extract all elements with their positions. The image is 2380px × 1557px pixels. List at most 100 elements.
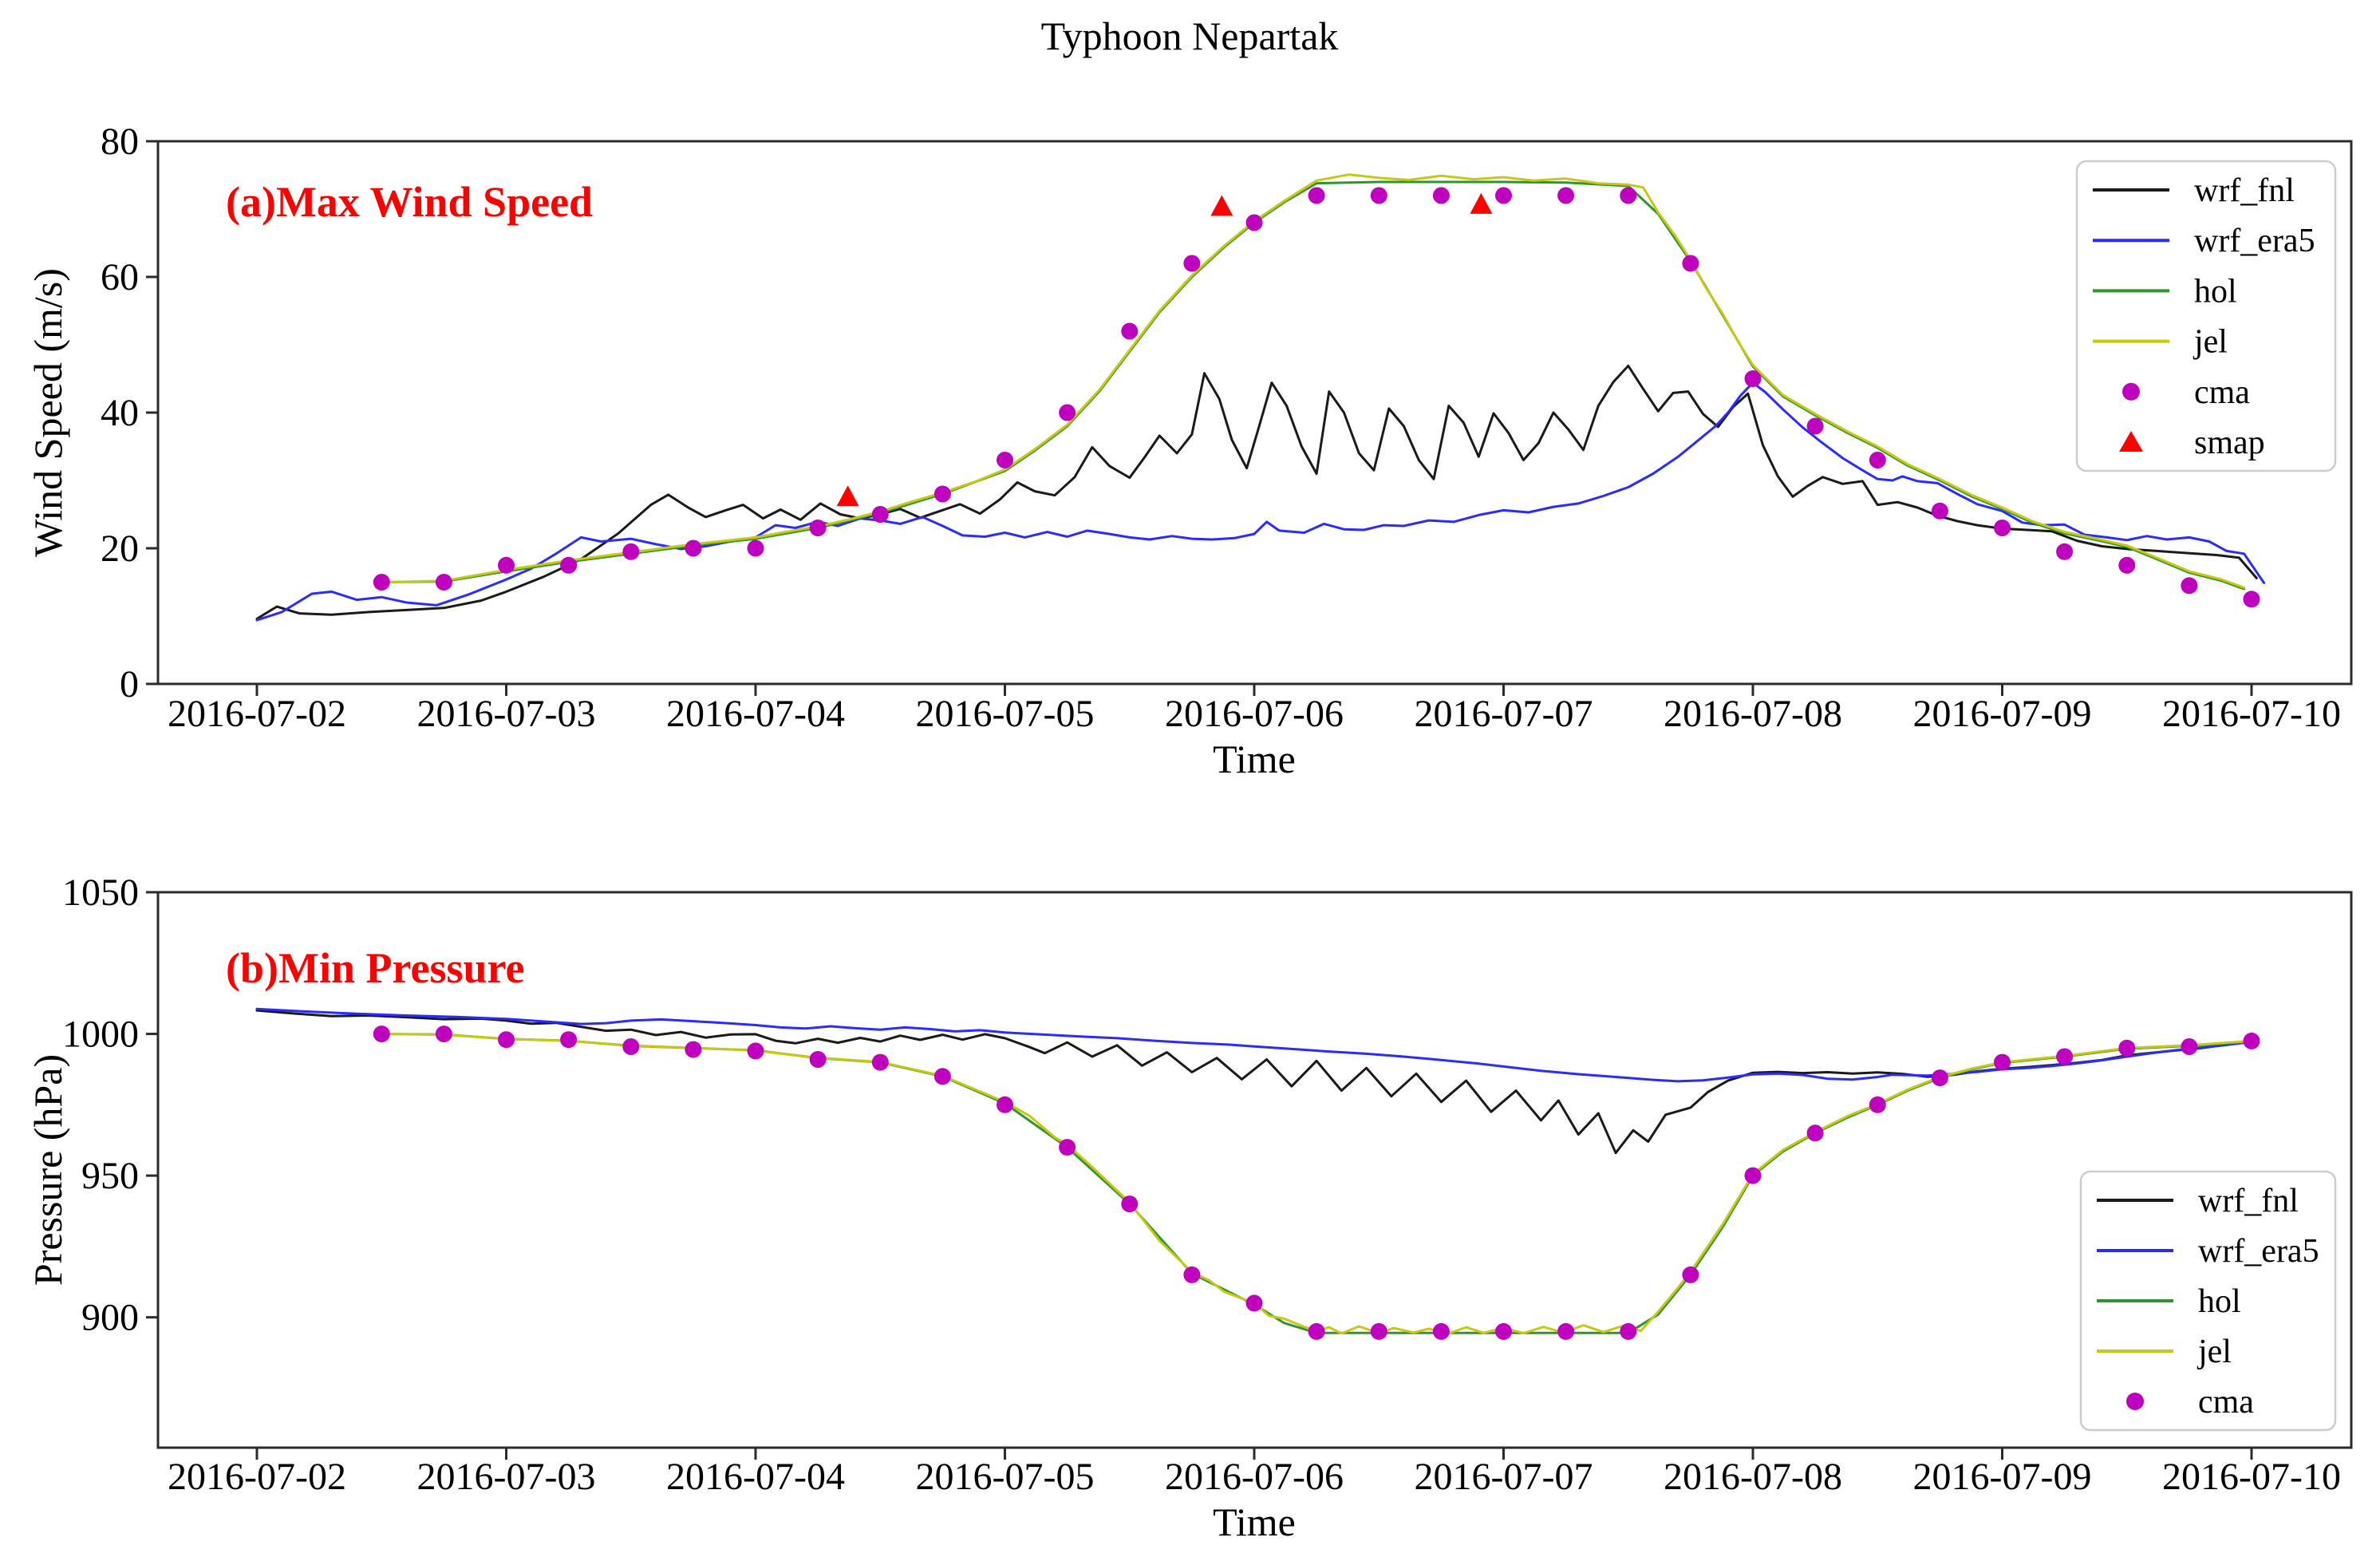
x-tick-label: 2016-07-04 bbox=[666, 1456, 845, 1498]
series-cma-point bbox=[2243, 591, 2260, 608]
series-cma-point bbox=[2243, 1032, 2260, 1049]
x-tick-label: 2016-07-07 bbox=[1415, 1456, 1593, 1498]
series-cma-point bbox=[560, 1031, 578, 1049]
series-smap-marker bbox=[836, 485, 859, 507]
series-cma-point bbox=[1620, 187, 1637, 204]
series-cma-point bbox=[1994, 1053, 2011, 1071]
time-axis-label-bottom: Time bbox=[1213, 1500, 1296, 1544]
series-cma-point bbox=[1495, 1322, 1512, 1340]
series-cma-point bbox=[2118, 556, 2136, 574]
time-axis-label-top: Time bbox=[1213, 737, 1296, 781]
series-cma-point bbox=[685, 1041, 702, 1058]
x-tick-label: 2016-07-09 bbox=[1913, 1456, 2092, 1498]
legend-label: jel bbox=[2193, 324, 2228, 361]
series-cma-point bbox=[1059, 1139, 1076, 1156]
series-cma-point bbox=[373, 1025, 390, 1043]
series-cma-point bbox=[747, 1042, 764, 1060]
series-cma-point bbox=[1495, 187, 1512, 204]
legend-label: hol bbox=[2194, 273, 2237, 310]
series-wrf_fnl-line bbox=[255, 364, 2258, 620]
x-tick-label: 2016-07-06 bbox=[1165, 1456, 1344, 1498]
y-tick-label: 900 bbox=[81, 1297, 139, 1339]
legend-label: hol bbox=[2198, 1283, 2241, 1320]
series-cma-point bbox=[1370, 1322, 1387, 1340]
y-tick-label: 0 bbox=[120, 663, 139, 705]
series-cma-point bbox=[997, 1096, 1013, 1113]
series-cma-point bbox=[560, 556, 578, 574]
series-wrf_fnl-line bbox=[255, 1009, 2253, 1155]
legend-item-wrf_fnl: wrf_fnl bbox=[2093, 172, 2295, 209]
legend-item-wrf_fnl: wrf_fnl bbox=[2097, 1183, 2299, 1219]
panel-label-max-wind-speed: (a)Max Wind Speed bbox=[226, 178, 594, 226]
series-cma-point bbox=[435, 574, 452, 591]
series-cma-point bbox=[2118, 1039, 2136, 1057]
x-tick-label: 2016-07-07 bbox=[1415, 693, 1593, 735]
legend-label: cma bbox=[2194, 374, 2250, 411]
series-cma-point bbox=[1931, 1069, 1948, 1087]
pressure-axis-label: Pressure (hPa) bbox=[26, 1053, 70, 1286]
series-cma-point bbox=[1931, 502, 1948, 520]
series-cma-point bbox=[1994, 520, 2011, 536]
series-cma-point bbox=[2181, 1038, 2198, 1055]
series-cma-point bbox=[1620, 1322, 1637, 1340]
series-cma-point bbox=[2056, 543, 2074, 560]
pressure-chart: 2016-07-02 2016-07-03 2016-07-04 2016-07-05… bbox=[62, 871, 2353, 1498]
series-cma-point bbox=[871, 1053, 889, 1071]
y-tick-label: 1050 bbox=[62, 871, 139, 914]
series-cma-point bbox=[1183, 255, 1201, 272]
series-cma-point bbox=[933, 485, 951, 503]
legend-item-cma: cma bbox=[2126, 1384, 2254, 1421]
legend-item-wrf_era5: wrf_era5 bbox=[2097, 1233, 2319, 1270]
x-tick-label: 2016-07-09 bbox=[1913, 693, 2092, 735]
series-cma-point bbox=[1432, 187, 1450, 204]
series-cma-point bbox=[1121, 1195, 1139, 1213]
legend-item-cma: cma bbox=[2122, 374, 2250, 411]
legend-item-jel: jel bbox=[2097, 1334, 2232, 1370]
x-tick-label: 2016-07-05 bbox=[916, 693, 1095, 735]
series-cma-point bbox=[809, 520, 827, 536]
legend-item-hol: hol bbox=[2097, 1283, 2241, 1320]
legend-box bbox=[2075, 160, 2337, 472]
x-tick-label: 2016-07-08 bbox=[1664, 693, 1842, 735]
y-tick-label: 40 bbox=[101, 392, 139, 434]
series-cma-point bbox=[809, 1051, 827, 1068]
series-cma-point bbox=[1183, 1266, 1201, 1283]
series-cma-point bbox=[1869, 452, 1886, 468]
series-smap-marker bbox=[1210, 195, 1233, 216]
series-cma-point bbox=[622, 1038, 640, 1055]
series-cma-point bbox=[871, 506, 889, 523]
y-tick-label: 950 bbox=[81, 1155, 139, 1197]
legend-item-smap: smap bbox=[2119, 425, 2265, 461]
series-cma-point bbox=[1432, 1322, 1450, 1340]
series-hol-line bbox=[380, 1033, 2253, 1334]
series-cma-point bbox=[2056, 1048, 2074, 1065]
legend-dot-sample bbox=[2126, 1393, 2144, 1410]
y-tick-label: 60 bbox=[101, 256, 139, 298]
legend-label: wrf_era5 bbox=[2198, 1233, 2319, 1270]
series-cma-point bbox=[1744, 1167, 1762, 1184]
x-tick-label: 2016-07-10 bbox=[2162, 1456, 2341, 1498]
series-cma-point bbox=[1121, 322, 1139, 340]
figure-title: Typhoon Nepartak bbox=[1040, 14, 1339, 58]
series-smap-marker bbox=[1470, 192, 1493, 214]
wind-speed-chart: 2016-07-02 2016-07-03 2016-07-04 2016-07-05… bbox=[101, 121, 2353, 735]
panel-label-min-pressure: (b)Min Pressure bbox=[226, 944, 525, 992]
series-wrf_era5-line bbox=[255, 1007, 2253, 1083]
x-tick-label: 2016-07-02 bbox=[168, 693, 346, 735]
x-tick-label: 2016-07-10 bbox=[2162, 693, 2341, 735]
series-cma-point bbox=[933, 1068, 951, 1085]
series-jel-line bbox=[380, 173, 2246, 589]
series-cma-point bbox=[622, 543, 640, 560]
legend-label: smap bbox=[2194, 425, 2265, 461]
series-cma-point bbox=[1682, 1266, 1699, 1283]
series-cma-point bbox=[1744, 370, 1762, 387]
legend-label: wrf_fnl bbox=[2198, 1183, 2299, 1219]
series-cma-point bbox=[1682, 255, 1699, 272]
series-cma-point bbox=[1557, 187, 1575, 204]
x-tick-label: 2016-07-08 bbox=[1664, 1456, 1842, 1498]
legend-label: cma bbox=[2198, 1384, 2254, 1421]
series-jel-line bbox=[380, 1033, 2253, 1335]
wind-speed-axis-label: Wind Speed (m/s) bbox=[26, 268, 70, 557]
